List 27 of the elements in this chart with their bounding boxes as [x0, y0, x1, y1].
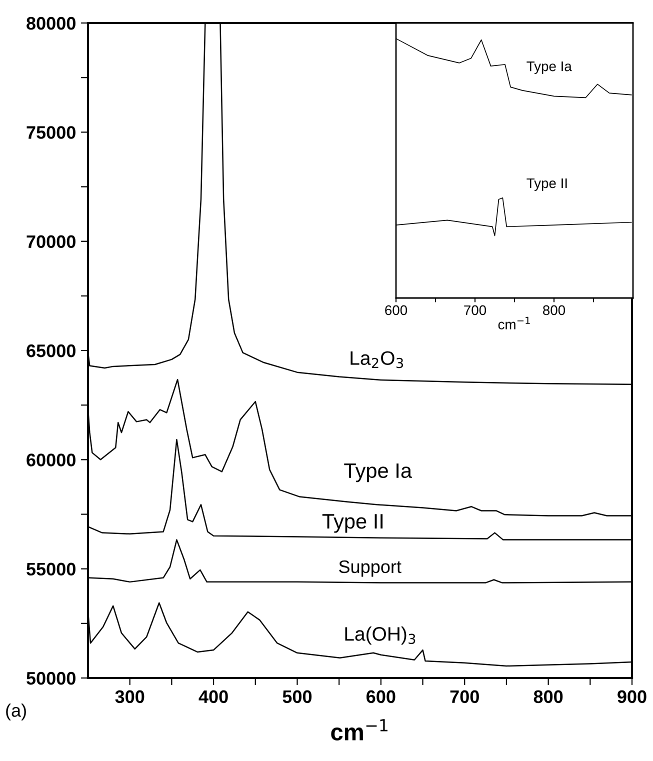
x-tick-label: 900 [618, 690, 646, 704]
y-tick-label: 60000 [26, 454, 76, 466]
x-tick-label: 800 [543, 305, 566, 316]
y-tick-label: 50000 [26, 672, 76, 685]
series-label: Support [339, 560, 402, 577]
y-tick-label: 80000 [26, 16, 76, 30]
x-axis-title: cm$^{−1}$ [331, 719, 388, 740]
x-axis-title: cm$^{−1}$ [498, 316, 530, 330]
series-label: La$_{2}$O$_{3}$ [350, 351, 404, 368]
x-tick-label: 600 [385, 305, 408, 316]
x-tick-label: 500 [282, 690, 312, 704]
series-label: Type Ia [526, 62, 572, 74]
x-tick-label: 800 [534, 690, 563, 704]
text: (a) [6, 704, 26, 720]
y-tick-label: 75000 [26, 126, 76, 139]
series-label: Type II [526, 178, 567, 191]
series-label: La(OH)$_{3}$ [345, 626, 416, 645]
x-tick-label: 700 [464, 305, 486, 316]
y-tick-label: 70000 [26, 235, 76, 248]
x-tick-label: 600 [366, 690, 396, 704]
x-tick-label: 400 [198, 690, 228, 704]
y-tick-label: 65000 [26, 344, 76, 358]
y-tick-label: 55000 [26, 562, 76, 576]
series-label: Type II [322, 514, 383, 533]
x-tick-label: 300 [115, 690, 144, 704]
x-tick-label: 700 [450, 690, 479, 704]
series-label: Type Ia [344, 464, 412, 482]
